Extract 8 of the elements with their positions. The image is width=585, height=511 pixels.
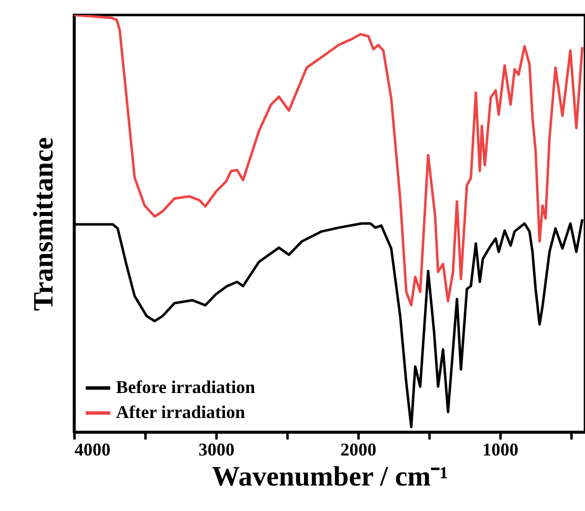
x-tick-label: 1000 — [482, 440, 518, 460]
x-tick-label: 2000 — [340, 440, 376, 460]
y-axis-title: Transmittance — [28, 137, 60, 311]
legend-label: Before irradiation — [116, 377, 256, 397]
x-tick-label: 4000 — [74, 440, 110, 460]
legend-label: After irradiation — [116, 402, 246, 422]
x-tick-label: 3000 — [198, 440, 234, 460]
x-axis-title: Wavenumber / cm⁻¹ — [212, 462, 448, 492]
